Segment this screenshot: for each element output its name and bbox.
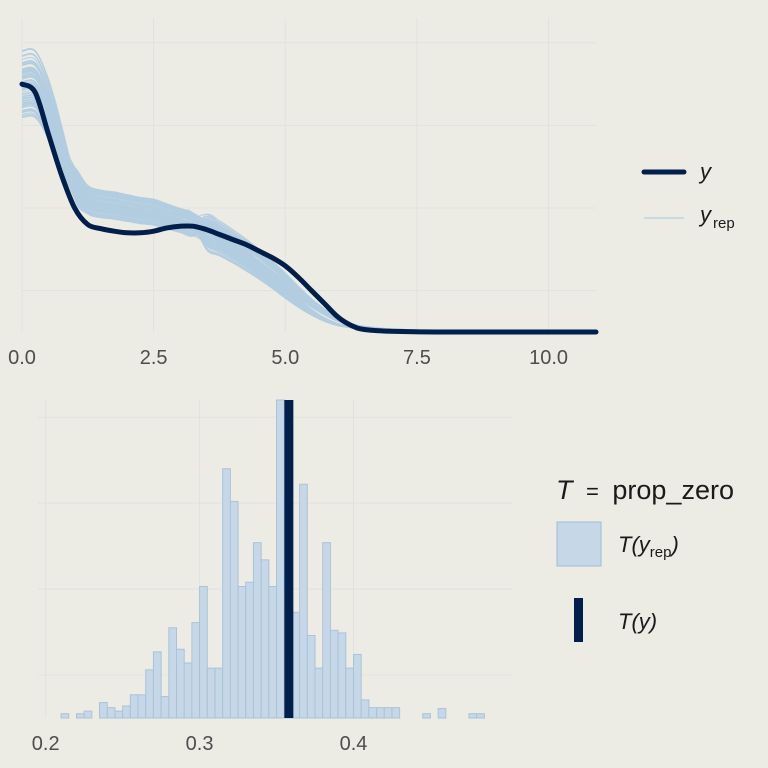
legend-t-yrep-pre: T( bbox=[618, 532, 641, 557]
legend-t-y-key bbox=[574, 598, 583, 642]
density-x-ticks: 0.0 2.5 5.0 7.5 10.0 bbox=[8, 347, 568, 369]
hist-bar-22 bbox=[214, 667, 224, 719]
hist-bar-2 bbox=[60, 713, 70, 719]
hist-bar-21 bbox=[206, 667, 216, 719]
legend-t-y-label: T(y) bbox=[618, 609, 657, 634]
y-density-line bbox=[19, 81, 599, 335]
hist-x-tick-2: 0.4 bbox=[340, 733, 368, 755]
hist-bar-29 bbox=[268, 586, 278, 719]
hist-bar-20 bbox=[199, 586, 208, 719]
legend-title-T: T bbox=[556, 475, 575, 505]
legend-y-label: y bbox=[698, 159, 713, 184]
hist-bar-30 bbox=[276, 399, 285, 719]
hist-x-tick-1: 0.3 bbox=[186, 733, 214, 755]
density-x-tick-0: 0.0 bbox=[8, 347, 36, 369]
hist-bar-18 bbox=[183, 662, 193, 719]
hist-bar-14 bbox=[152, 651, 162, 719]
hist-bar-11 bbox=[129, 694, 139, 719]
density-x-tick-3: 7.5 bbox=[403, 347, 431, 369]
hist-bar-38 bbox=[337, 632, 347, 719]
legend-t-yrep-main: y bbox=[637, 532, 652, 557]
hist-bar-51 bbox=[437, 708, 447, 719]
histogram-grid bbox=[38, 400, 512, 718]
hist-bar-24 bbox=[229, 500, 239, 719]
hist-bar-8 bbox=[106, 707, 116, 719]
legend-t-y-post: ) bbox=[647, 609, 657, 634]
density-x-tick-4: 10.0 bbox=[529, 347, 568, 369]
hist-bar-41 bbox=[360, 699, 370, 719]
legend-yrep-label: y bbox=[698, 202, 713, 227]
hist-bar-12 bbox=[137, 694, 147, 719]
hist-bar-36 bbox=[322, 542, 331, 719]
hist-bar-16 bbox=[168, 627, 178, 719]
hist-bar-34 bbox=[306, 634, 316, 719]
hist-bar-35 bbox=[314, 667, 324, 719]
legend-t-yrep-key bbox=[556, 521, 602, 567]
hist-bar-56 bbox=[476, 713, 485, 719]
hist-bar-7 bbox=[99, 702, 108, 719]
hist-bar-9 bbox=[114, 710, 124, 719]
legend-t-yrep-post: ) bbox=[668, 532, 678, 557]
hist-bar-13 bbox=[145, 669, 154, 719]
density-legend: y y rep bbox=[641, 159, 735, 232]
hist-bar-19 bbox=[191, 622, 201, 719]
histogram-x-ticks: 0.2 0.3 0.4 bbox=[32, 733, 368, 755]
hist-bar-55 bbox=[468, 713, 478, 719]
legend-t-yrep-label: T(yrep) bbox=[618, 532, 679, 561]
density-x-tick-1: 2.5 bbox=[140, 347, 168, 369]
hist-bar-43 bbox=[376, 707, 385, 719]
legend-t-y-pre: T( bbox=[618, 609, 641, 634]
hist-bar-5 bbox=[83, 710, 93, 719]
histogram-bars bbox=[60, 399, 485, 719]
legend-yrep-subscript: rep bbox=[713, 215, 735, 232]
density-panel: 0.0 2.5 5.0 7.5 10.0 y y rep bbox=[8, 18, 735, 369]
t-y-bar bbox=[284, 400, 294, 718]
hist-bar-25 bbox=[237, 586, 247, 719]
hist-bar-27 bbox=[252, 542, 262, 719]
hist-bar-28 bbox=[260, 559, 270, 719]
hist-bar-17 bbox=[176, 648, 185, 719]
density-x-tick-2: 5.0 bbox=[271, 347, 299, 369]
hist-bar-37 bbox=[329, 629, 339, 719]
legend-title: T = prop_zero bbox=[556, 475, 734, 505]
hist-bar-44 bbox=[383, 707, 393, 719]
legend-title-stat: prop_zero bbox=[612, 475, 734, 505]
hist-bar-49 bbox=[422, 713, 431, 719]
hist-bar-26 bbox=[245, 581, 254, 719]
legend-t-y-main: y bbox=[637, 609, 652, 634]
hist-bar-45 bbox=[391, 707, 401, 719]
hist-bar-15 bbox=[160, 696, 170, 719]
hist-bar-39 bbox=[345, 667, 354, 719]
hist-bar-42 bbox=[368, 707, 378, 719]
hist-bar-40 bbox=[352, 653, 362, 719]
hist-bar-10 bbox=[122, 705, 131, 719]
legend-t-yrep-sub: rep bbox=[650, 544, 672, 561]
histogram-panel: 0.2 0.3 0.4 T = prop_zero T(yrep) T(y) bbox=[32, 399, 734, 755]
hist-bar-23 bbox=[222, 468, 231, 719]
hist-bar-4 bbox=[75, 713, 85, 719]
histogram-legend: T = prop_zero T(yrep) T(y) bbox=[556, 475, 734, 642]
legend-title-eq: = bbox=[586, 479, 599, 504]
hist-x-tick-0: 0.2 bbox=[32, 733, 60, 755]
hist-bar-33 bbox=[299, 483, 308, 719]
